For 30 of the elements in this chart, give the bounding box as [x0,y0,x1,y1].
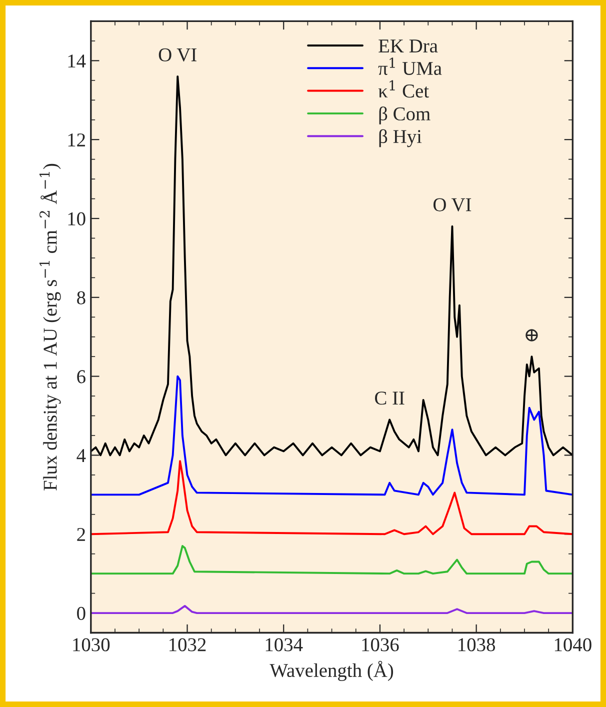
annotation: O VI [433,198,472,212]
legend-label: β Com [379,106,430,124]
y-tick-label: 4 [76,449,86,462]
x-tick-label: 1034 [266,638,303,652]
annotation: ⊕ [526,329,538,342]
legend-label: κ$^{1}$ Cet [378,80,429,98]
annotation: C II [375,392,404,405]
y-tick-label: 8 [77,291,86,304]
line-series [90,375,573,496]
y-tick-label: 0 [77,606,86,620]
legend-label: β Hyi [379,129,422,148]
x-tick-label: 1030 [73,638,110,652]
line-series [90,604,573,614]
y-tick-label: 2 [77,528,85,541]
x-tick-label: 1040 [554,638,592,652]
legend-label: π$^{1}$ UMa [378,58,442,75]
y-tick-label: 6 [77,370,86,384]
line-series [90,75,573,456]
y-tick-label: 10 [68,212,86,226]
x-tick-label: 1038 [458,638,496,652]
line-series [90,460,573,536]
y-tick-label: 12 [68,133,85,146]
legend-label: EK Dra [378,40,438,53]
y-axis-title: Flux density at 1 AU (erg s$^{−1}$ cm$^{−2}$ Å$^{−1}$) [39,164,61,490]
x-tick-label: 1036 [362,638,399,652]
annotation: O VI [158,48,196,62]
line-series [90,544,573,575]
y-tick-label: 14 [68,54,86,68]
x-tick-label: 1032 [170,638,206,652]
x-axis-title: Wavelength (Å) [270,660,394,682]
